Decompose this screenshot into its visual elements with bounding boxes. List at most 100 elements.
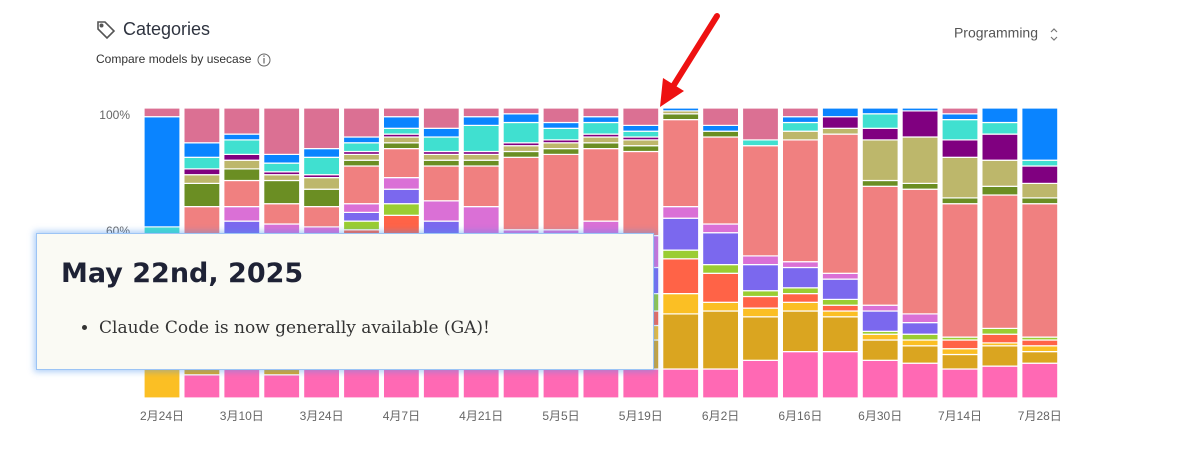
bar-segment <box>1021 339 1059 347</box>
bar-segment <box>901 136 939 185</box>
bar-segment <box>303 206 341 228</box>
x-tick-label: 6月2日 <box>702 409 739 423</box>
bar-segment <box>223 206 261 222</box>
bar-segment <box>342 107 381 138</box>
bar-segment <box>781 301 820 312</box>
bar-segment <box>861 139 899 182</box>
bar-segment <box>662 293 700 315</box>
bar-segment <box>223 133 261 141</box>
bar-segment <box>981 194 1019 329</box>
bar-segment <box>821 310 859 318</box>
annotation-list: Claude Code is now generally available (… <box>69 318 490 338</box>
bar-segment <box>582 368 620 399</box>
bar-segment <box>542 142 580 150</box>
info-icon <box>257 53 271 67</box>
x-tick-label: 2月24日 <box>140 409 184 423</box>
bar-segment <box>303 368 341 399</box>
bar-segment <box>422 159 460 167</box>
bar-segment <box>701 107 740 126</box>
bar-segment <box>821 127 859 135</box>
bar-segment <box>303 156 341 176</box>
x-tick-label: 7月28日 <box>1018 409 1062 423</box>
annotation-item: Claude Code is now generally available (… <box>99 318 490 338</box>
bar-segment <box>422 200 460 222</box>
bar-segment <box>781 130 820 141</box>
annotation-title: May 22nd, 2025 <box>61 258 304 289</box>
bar-segment <box>662 313 700 370</box>
bar-segment <box>701 124 740 132</box>
bar-segment <box>941 113 979 121</box>
bar-segment <box>861 179 899 187</box>
bar-segment <box>861 107 899 115</box>
bar-segment <box>861 113 899 129</box>
bar-segment <box>582 142 620 150</box>
bar-segment <box>741 145 780 257</box>
bar-segment <box>981 159 1019 187</box>
bar-segment <box>701 136 740 225</box>
bar-segment <box>901 110 939 138</box>
bar-segment <box>941 118 979 141</box>
bar-segment <box>183 182 221 208</box>
bar-segment <box>941 339 979 350</box>
bar-segment <box>382 136 420 144</box>
bar-segment <box>502 121 540 144</box>
bar-segment <box>382 368 420 399</box>
bar-segment <box>781 293 820 303</box>
bar-segment <box>861 127 899 141</box>
bar-segment <box>223 159 261 170</box>
bar-segment <box>263 179 301 205</box>
bar-segment <box>342 368 381 399</box>
bar-segment <box>781 266 820 289</box>
category-selector[interactable]: Programming <box>954 25 1038 41</box>
bar-segment <box>821 278 859 301</box>
bar-segment <box>462 159 500 167</box>
x-tick-label: 3月24日 <box>300 409 344 423</box>
bar-segment <box>781 287 820 295</box>
bar-segment <box>183 168 221 176</box>
bar-segment <box>981 133 1019 161</box>
bar-segment <box>263 174 301 182</box>
x-tick-label: 5月5日 <box>542 409 579 423</box>
bar-segment <box>781 107 820 118</box>
x-tick-label: 4月21日 <box>459 409 503 423</box>
selector-chevron[interactable] <box>1050 28 1058 41</box>
bar-segment <box>223 107 261 135</box>
x-tick-label: 5月19日 <box>619 409 663 423</box>
bar-segment <box>741 255 780 266</box>
bar-segment <box>223 153 261 161</box>
bar-segment <box>382 116 420 129</box>
bar-segment <box>462 107 500 118</box>
bar-segment <box>701 310 740 370</box>
bar-segment <box>183 174 221 184</box>
bar-segment <box>462 116 500 126</box>
bar-segment <box>821 272 859 280</box>
bar-segment <box>861 310 899 332</box>
bar-segment <box>422 165 460 202</box>
bar-segment <box>901 322 939 335</box>
bar-segment <box>941 156 979 199</box>
bar-segment <box>821 316 859 353</box>
annotation-tooltip: May 22nd, 2025 Claude Code is now genera… <box>36 233 654 370</box>
bar-segment <box>781 121 820 132</box>
bar-segment <box>981 345 1019 367</box>
bar-segment <box>263 203 301 225</box>
bar-segment <box>821 107 859 118</box>
bar-segment <box>462 153 500 161</box>
bar-segment <box>422 127 460 138</box>
bar-segment <box>701 130 740 138</box>
bar-segment <box>901 107 939 112</box>
bar-segment <box>981 333 1019 344</box>
x-tick-label: 3月10日 <box>220 409 264 423</box>
bar-segment <box>622 145 660 153</box>
bar-segment <box>342 165 381 205</box>
bar-segment <box>462 124 500 153</box>
bar-segment <box>382 177 420 190</box>
bar-segment <box>861 185 899 306</box>
bar-segment <box>342 159 381 167</box>
bar-segment <box>382 107 420 118</box>
bar-segment <box>542 368 580 399</box>
x-tick-label: 6月16日 <box>778 409 822 423</box>
bar-segment <box>422 368 460 399</box>
bar-segment <box>781 116 820 124</box>
